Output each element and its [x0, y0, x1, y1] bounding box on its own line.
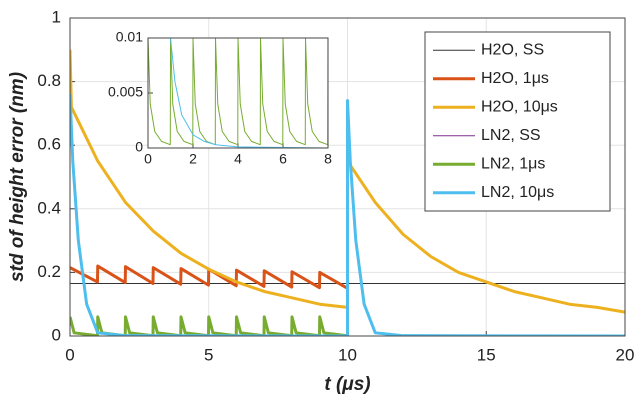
- y-tick-label: 0.005: [108, 84, 143, 100]
- y-tick-label: 1: [52, 7, 61, 26]
- series-line: [70, 94, 625, 336]
- legend-label: H2O, 10μs: [481, 98, 558, 115]
- series-line: [148, 38, 328, 146]
- y-tick-label: 0: [52, 325, 61, 344]
- y-tick-label: 0: [135, 139, 143, 155]
- series-line: [70, 264, 349, 290]
- y-tick-label: 0.01: [116, 29, 143, 45]
- x-tick-label: 20: [616, 345, 635, 364]
- legend-box: [424, 31, 611, 212]
- legend-label: LN2, SS: [481, 127, 541, 144]
- y-tick-label: 0.4: [37, 198, 61, 217]
- plot-frame: [147, 37, 329, 149]
- y-tick-label: 0.2: [37, 262, 61, 281]
- legend-label: LN2, 10μs: [481, 184, 554, 201]
- x-tick-label: 0: [65, 345, 74, 364]
- series-group: [148, 38, 328, 148]
- y-tick-label: 0.6: [37, 135, 61, 154]
- legend: H2O, SS H2O, 1μs H2O, 10μs LN2, SS LN2, 1μs L…: [424, 31, 611, 212]
- y-axis-title: std of height error (nm): [7, 72, 28, 282]
- x-axis-title: t (μs): [324, 374, 370, 395]
- y-tick-label: 0.8: [37, 71, 61, 90]
- x-tick-label: 8: [324, 151, 332, 167]
- x-tick-label: 10: [338, 345, 357, 364]
- inset-plot: 0 2 4 6 8 0 0.005 0.01: [108, 29, 332, 167]
- x-tick-label: 15: [477, 345, 496, 364]
- series-line: [170, 38, 328, 148]
- plot-frame: [69, 17, 626, 337]
- x-tick-label: 4: [234, 151, 242, 167]
- x-tick-label: 2: [189, 151, 197, 167]
- series-group: [70, 49, 625, 336]
- x-tick-label: 6: [279, 151, 287, 167]
- legend-label: H2O, 1μs: [481, 70, 549, 87]
- x-tick-label: 5: [204, 345, 213, 364]
- legend-label: H2O, SS: [481, 41, 544, 58]
- x-tick-label: 0: [144, 151, 152, 167]
- legend-label: LN2, 1μs: [481, 155, 545, 172]
